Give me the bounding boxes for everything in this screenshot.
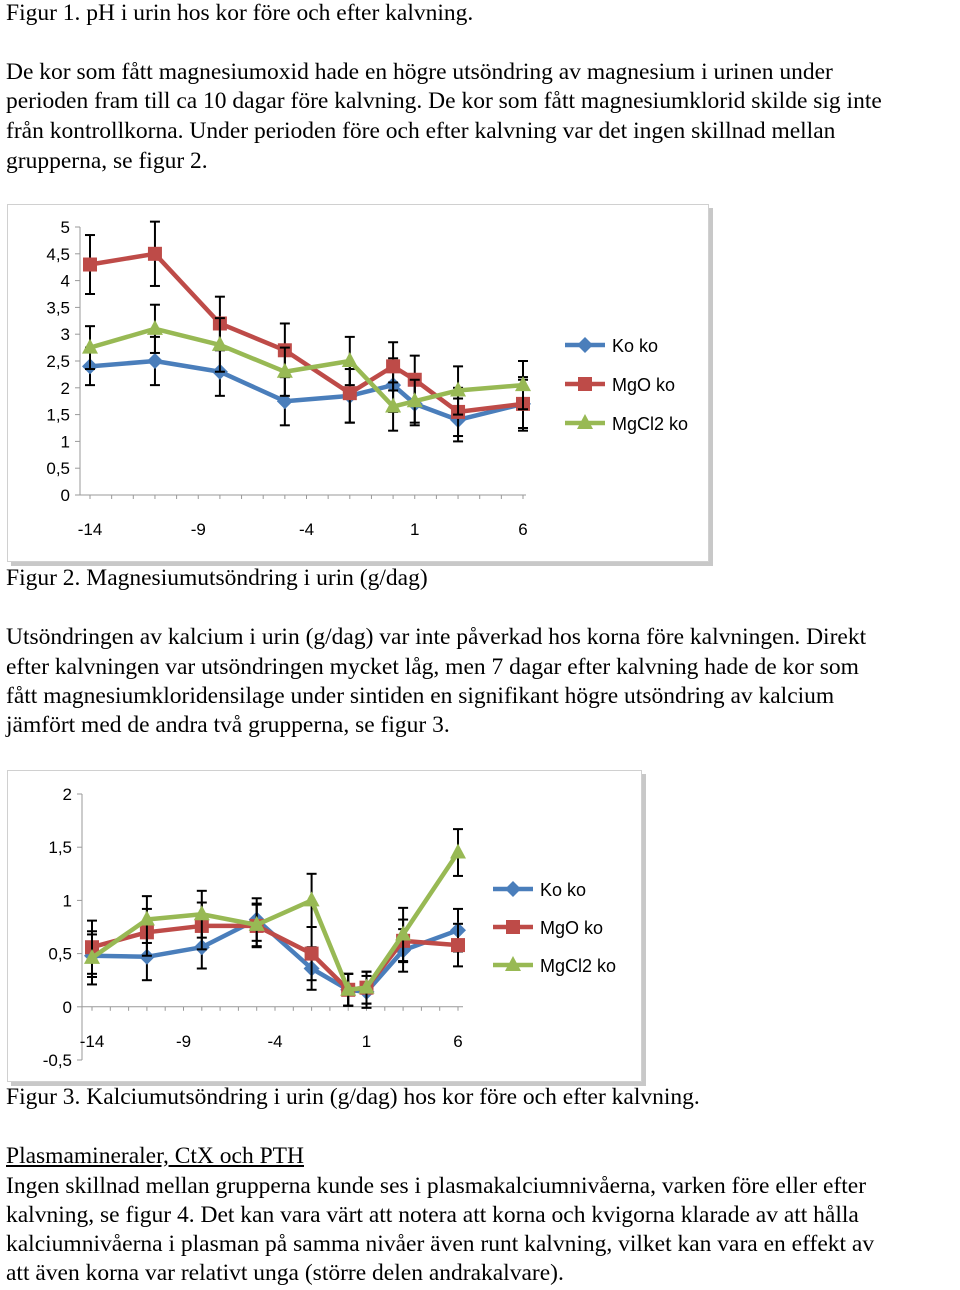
paragraph-line: efter kalvningen var utsöndringen mycket…: [6, 654, 859, 680]
data-point: [450, 381, 467, 397]
x-tick-label: -9: [191, 520, 206, 539]
y-tick-label: 2: [61, 379, 70, 398]
data-point: [451, 938, 465, 953]
section-heading: Plasmamineraler, CtX och PTH: [6, 1143, 304, 1169]
x-tick-label: 6: [518, 520, 527, 539]
data-point: [84, 948, 100, 964]
data-point: [193, 905, 210, 921]
paragraph-line: Ingen skillnad mellan grupperna kunde se…: [6, 1173, 867, 1199]
data-point: [358, 978, 375, 994]
data-point: [138, 948, 155, 965]
y-tick-label: 1,5: [48, 838, 72, 857]
data-point: [248, 915, 265, 931]
legend-label: MgO ko: [612, 375, 675, 395]
paragraph-line: De kor som fått magnesiumoxid hade en hö…: [6, 59, 833, 85]
chart-figure-3-svg: -0,5 0 0,5 1 1,5 2 -14 -9 -4 1 6 Ko ko MgO ko MgCl2 k…: [43, 785, 616, 1070]
y-tick-label: 0,5: [46, 459, 70, 478]
x-tick-label: 1: [410, 520, 419, 539]
y-tick-label: 5: [61, 218, 70, 237]
data-point: [341, 352, 358, 367]
paragraph-line: Utsöndringen av kalcium i urin (g/dag) v…: [6, 624, 867, 650]
figure1-caption: Figur 1. pH i urin hos kor före och efte…: [6, 0, 474, 26]
figure2-caption: Figur 2. Magnesiumutsöndring i urin (g/d…: [6, 565, 428, 591]
legend-label: MgCl2 ko: [540, 956, 616, 976]
y-tick-label: 1,5: [46, 406, 70, 425]
x-tick-label: 1: [362, 1032, 371, 1051]
chart-figure-2-svg: 0 0,5 1 1,5 2 2,5 3 3,5 4 4,5 5 -14 -9 -4 1 6 Ko ko MgO k…: [46, 218, 688, 539]
data-point: [386, 359, 401, 374]
data-point: [406, 392, 423, 408]
data-point: [82, 338, 98, 354]
y-tick-label: 0: [63, 998, 72, 1017]
y-tick-label: 0,5: [48, 945, 72, 964]
paragraph-line: grupperna, se figur 2.: [6, 148, 208, 174]
data-point: [450, 843, 466, 859]
y-tick-label: 4,5: [46, 245, 70, 264]
data-point: [211, 335, 228, 351]
x-tick-label: -9: [176, 1032, 191, 1051]
legend-marker: [506, 920, 520, 934]
legend-marker: [577, 337, 593, 353]
chart-figure-2: 0 0,5 1 1,5 2 2,5 3 3,5 4 4,5 5 -14 -9 -4 1 6 Ko ko MgO k…: [7, 204, 709, 562]
paragraph-line: att även korna var relativt unga (större…: [6, 1260, 564, 1286]
figure3-caption: Figur 3. Kalciumutsöndring i urin (g/dag…: [6, 1084, 700, 1110]
paragraph-line: jämfört med de andra två grupperna, se f…: [6, 712, 450, 738]
x-tick-label: -14: [78, 520, 103, 539]
x-tick-label: -4: [299, 520, 314, 539]
legend-label: MgCl2 ko: [612, 414, 688, 434]
legend-label: Ko ko: [540, 880, 586, 900]
paragraph-line: från kontrollkorna. Under perioden före …: [6, 118, 836, 144]
data-point: [515, 376, 531, 392]
legend-marker: [505, 881, 521, 897]
y-tick-label: 0: [61, 486, 70, 505]
y-tick-label: 3: [61, 325, 70, 344]
data-point: [276, 393, 293, 410]
data-point: [83, 257, 97, 272]
data-point: [138, 910, 155, 926]
data-point: [395, 925, 412, 941]
x-tick-label: -4: [267, 1032, 282, 1051]
y-tick-label: 3,5: [46, 298, 70, 317]
data-point: [147, 246, 162, 261]
y-tick-label: 1: [63, 891, 72, 910]
y-tick-label: 2,5: [46, 352, 70, 371]
data-point: [385, 397, 402, 413]
paragraph-line: kalciumnivåerna i plasman på samma nivåe…: [6, 1231, 875, 1257]
data-point: [146, 319, 163, 335]
paragraph-line: perioden fram till ca 10 dagar före kalv…: [6, 88, 882, 114]
data-point: [276, 362, 293, 378]
data-point: [340, 980, 357, 996]
chart-figure-3: -0,5 0 0,5 1 1,5 2 -14 -9 -4 1 6 Ko ko MgO ko MgCl2 k…: [7, 770, 642, 1082]
y-tick-label: -0,5: [43, 1051, 72, 1070]
paragraph-line: kalvning, se figur 4. Det kan vara värt …: [6, 1202, 859, 1228]
legend-marker: [578, 377, 592, 391]
data-point: [342, 386, 357, 401]
legend-marker: [577, 414, 593, 429]
data-point: [146, 353, 163, 369]
y-tick-label: 2: [63, 785, 72, 804]
legend-label: MgO ko: [540, 918, 603, 938]
x-tick-label: -14: [80, 1032, 105, 1051]
legend-marker: [505, 956, 521, 971]
x-tick-label: 6: [453, 1032, 462, 1051]
data-point: [303, 891, 320, 907]
legend-label: Ko ko: [612, 336, 658, 356]
paragraph-line: fått magnesiumkloridensilage under sinti…: [6, 683, 835, 709]
y-tick-label: 4: [61, 272, 70, 291]
data-point: [304, 946, 319, 961]
y-tick-label: 1: [61, 432, 70, 451]
